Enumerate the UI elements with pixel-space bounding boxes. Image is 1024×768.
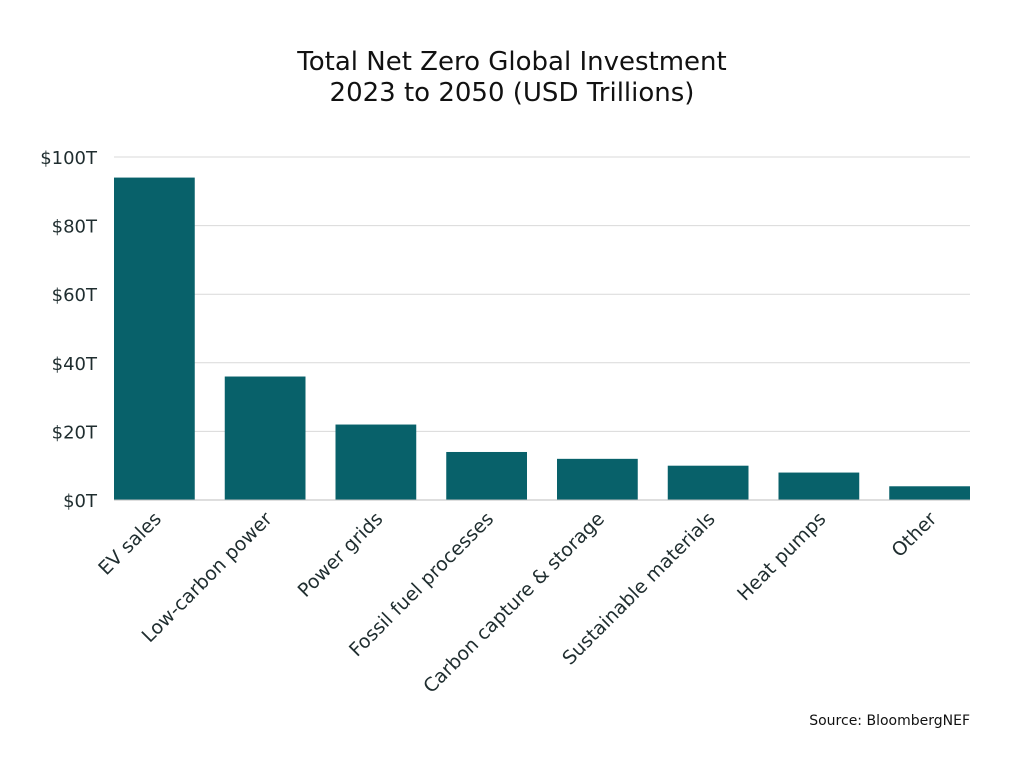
y-tick-label: $0T <box>63 491 98 512</box>
x-tick-label: Heat pumps <box>733 508 830 605</box>
y-tick-label: $60T <box>52 285 98 306</box>
chart-title: Total Net Zero Global Investment <box>296 47 726 77</box>
gridlines <box>114 156 970 432</box>
bar <box>889 486 970 500</box>
bar <box>224 376 306 500</box>
x-tick-label: Other <box>887 508 941 562</box>
y-tick-label: $40T <box>52 354 98 375</box>
bar <box>557 458 638 500</box>
x-tick-label: Carbon capture & storage <box>419 508 609 698</box>
y-axis-ticks: $0T $20T $40T $60T $80T $100T <box>40 148 98 512</box>
bar <box>667 465 749 500</box>
x-tick-label: Power grids <box>294 508 388 602</box>
source-note: Source: BloombergNEF <box>809 713 970 729</box>
bars <box>114 177 970 500</box>
bar <box>778 472 860 500</box>
chart-subtitle: 2023 to 2050 (USD Trillions) <box>330 78 695 108</box>
y-tick-label: $80T <box>52 217 98 238</box>
x-tick-label: EV sales <box>94 508 166 580</box>
bar <box>114 177 195 500</box>
y-tick-label: $20T <box>52 422 98 443</box>
y-tick-label: $100T <box>40 148 98 169</box>
bar <box>335 424 417 500</box>
bar <box>446 451 527 500</box>
